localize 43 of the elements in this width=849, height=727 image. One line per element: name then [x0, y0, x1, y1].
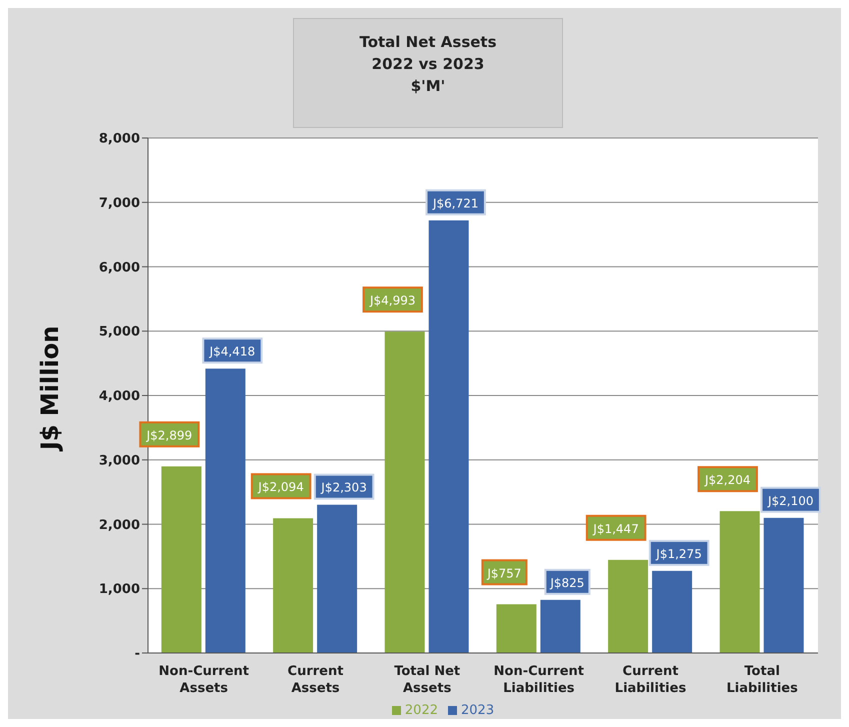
bar: [428, 220, 469, 653]
data-label: J$2,100: [766, 494, 814, 508]
x-tick-label: Total Net Assets: [394, 664, 460, 696]
data-label: J$6,721: [432, 196, 478, 210]
bar: [764, 518, 804, 653]
y-tick-label: 4,000: [98, 389, 140, 404]
x-tick-label: Current Liabilities: [614, 664, 686, 696]
bar: [384, 332, 425, 653]
data-label: J$757: [486, 566, 522, 580]
data-label: J$1,275: [655, 546, 702, 561]
bar: [273, 518, 314, 653]
y-axis-title: J$ Million: [36, 326, 64, 450]
data-label: J$2,899: [146, 428, 192, 442]
bar: [317, 504, 358, 653]
bar: [205, 368, 246, 653]
chart-title: Total Net Assets 2022 vs 2023 $'M': [358, 32, 498, 97]
legend-label: 2023: [461, 703, 494, 718]
y-tick-label: 2,000: [98, 518, 140, 533]
legend-label: 2022: [404, 703, 438, 718]
data-label: J$4,418: [208, 344, 256, 359]
x-tick-label: Non-Current Liabilities: [494, 664, 584, 696]
y-tick-label: 3,000: [98, 453, 140, 468]
data-label: J$1,447: [592, 522, 639, 536]
y-tick-label: 6,000: [98, 260, 140, 276]
bar: [161, 466, 202, 653]
data-label: J$2,094: [257, 480, 304, 494]
y-tick-label: 8,000: [98, 132, 140, 147]
bar: [608, 560, 648, 653]
data-label: J$2,303: [320, 480, 367, 495]
y-tick-label: 7,000: [98, 196, 140, 211]
x-tick-label: Non-Current Assets: [158, 664, 250, 696]
bar: [720, 511, 760, 653]
data-label: J$4,993: [368, 294, 416, 308]
data-label: J$825: [549, 576, 584, 590]
bar: [496, 604, 536, 653]
y-tick-label: 1,000: [98, 582, 140, 598]
bar: [652, 570, 692, 653]
x-tick-label: Current Assets: [288, 664, 344, 696]
bar: [540, 600, 580, 653]
x-tick-label: Total Liabilities: [726, 664, 798, 696]
data-label: J$2,204: [704, 473, 750, 488]
y-tick-label: -: [134, 646, 140, 662]
y-tick-label: 5,000: [98, 324, 140, 340]
